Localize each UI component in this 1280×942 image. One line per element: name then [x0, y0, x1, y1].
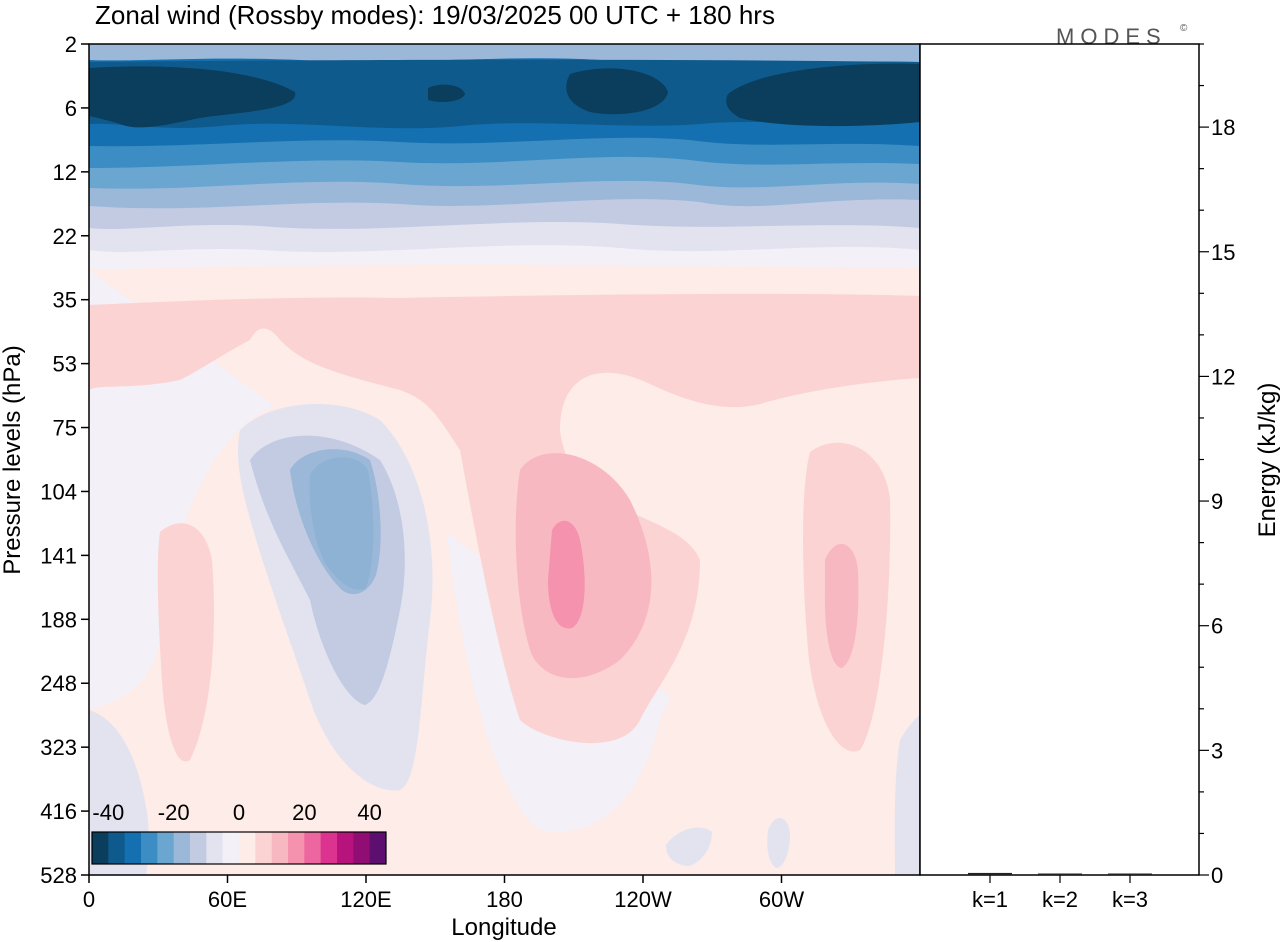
colorbar-swatch [320, 832, 338, 864]
positive-core [548, 520, 585, 629]
colorbar-swatch [141, 832, 158, 864]
y-tick-label: 6 [65, 96, 77, 121]
colorbar-swatch [206, 832, 224, 864]
x-axis-label: Longitude [451, 914, 556, 941]
logo-mark: © [1180, 23, 1188, 34]
colorbar-label: 20 [292, 800, 316, 825]
energy-panel-frame [919, 43, 1200, 876]
bar-category-label: k=1 [972, 887, 1008, 912]
x-tick-label: 180 [486, 887, 523, 912]
colorbar-swatch [255, 832, 273, 864]
colorbar-swatch [222, 832, 240, 864]
region-pos-west [157, 523, 214, 762]
colorbar-swatch [157, 832, 175, 864]
y-tick-label: 528 [40, 863, 77, 888]
y-tick-label: 22 [53, 224, 77, 249]
y-tick-label: 53 [53, 352, 77, 377]
region-pos-1 [89, 293, 920, 744]
jet-core-central [566, 68, 668, 115]
colorbar-swatch [92, 832, 109, 864]
y-tick-label: 323 [40, 735, 77, 760]
x-axis: 0 60E 120E 180 120W 60W [83, 875, 804, 912]
energy-axis: 0 3 6 9 12 15 18 [1199, 43, 1235, 888]
y-tick-label: 2 [65, 32, 77, 57]
colorbar-swatch [271, 832, 289, 864]
bar-category-label: k=2 [1042, 887, 1078, 912]
energy-tick-label: 0 [1211, 863, 1223, 888]
region-neg-small-2 [767, 818, 790, 868]
x-tick-label: 120W [614, 887, 672, 912]
band-neg-6 [89, 59, 920, 129]
colorbar-swatch [369, 832, 387, 864]
energy-tick-label: 9 [1211, 489, 1223, 514]
y-tick-label: 416 [40, 799, 77, 824]
x-tick-label: 0 [83, 887, 95, 912]
energy-tick-label: 18 [1211, 115, 1235, 140]
colorbar-label: -40 [92, 800, 124, 825]
colorbar-swatch [239, 832, 256, 864]
y-tick-label: 141 [40, 543, 77, 568]
colorbar: -40 -20 0 20 40 [91, 800, 387, 865]
energy-bars: k=1 k=2 k=3 [968, 872, 1152, 912]
x-tick-label: 60W [759, 887, 804, 912]
colorbar-swatch [304, 832, 322, 864]
y-tick-label: 75 [53, 416, 77, 441]
jet-core-small [428, 84, 465, 102]
colorbar-swatch [124, 832, 142, 864]
y-tick-label: 248 [40, 671, 77, 696]
y-tick-label: 12 [53, 160, 77, 185]
colorbar-swatch [173, 832, 191, 864]
chart-title: Zonal wind (Rossby modes): 19/03/2025 00… [95, 0, 775, 30]
y-tick-label: 104 [40, 479, 77, 504]
colorbar-swatch [108, 832, 126, 864]
colorbar-label: 0 [233, 800, 245, 825]
contour-field [89, 44, 920, 875]
colorbar-frame [91, 831, 387, 865]
bar-category-label: k=3 [1112, 887, 1148, 912]
energy-bar [1038, 873, 1082, 875]
top-edge-band [89, 44, 920, 63]
jet-core-west [89, 66, 296, 128]
x-tick-label: 120E [340, 887, 391, 912]
energy-tick-label: 3 [1211, 738, 1223, 763]
colorbar-swatch [353, 832, 371, 864]
y-tick-label: 35 [53, 288, 77, 313]
colorbar-swatch [190, 832, 207, 864]
colorbar-swatch [288, 832, 305, 864]
energy-tick-label: 6 [1211, 614, 1223, 639]
x-tick-label: 60E [208, 887, 247, 912]
core-pos-east [824, 543, 859, 668]
jet-core-east [726, 63, 920, 127]
y-axis: 2 6 12 22 35 53 75 104 141 188 248 323 416 528 [40, 32, 89, 888]
y-tick-label: 188 [40, 607, 77, 632]
energy-tick-label: 15 [1211, 240, 1235, 265]
colorbar-swatch [337, 832, 354, 864]
region-neg-se [894, 715, 920, 875]
region-neg-small-1 [666, 827, 712, 866]
energy-axis-label: Energy (kJ/kg) [1254, 383, 1280, 538]
energy-bar [1108, 873, 1152, 875]
energy-bar [968, 872, 1012, 875]
colorbar-label: -20 [158, 800, 190, 825]
negative-core [309, 457, 374, 590]
colorbar-label: 40 [357, 800, 381, 825]
energy-tick-label: 12 [1211, 364, 1235, 389]
y-axis-label: Pressure levels (hPa) [0, 345, 26, 574]
